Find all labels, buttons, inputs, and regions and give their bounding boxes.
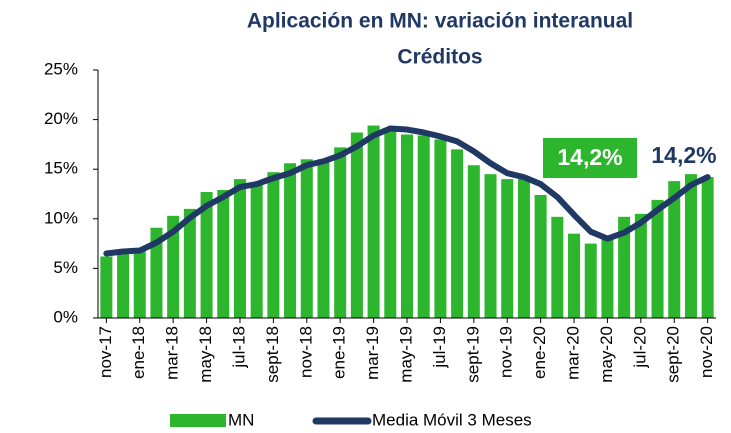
x-tick-label: nov-18 <box>296 326 315 378</box>
x-tick-label: mar-19 <box>363 326 382 380</box>
x-tick-label: nov-17 <box>96 326 115 378</box>
bar <box>534 194 547 318</box>
bar <box>501 179 514 318</box>
x-tick-label: may-19 <box>396 326 415 383</box>
bar <box>133 250 146 318</box>
annotation: 14,2% <box>651 142 716 168</box>
y-tick-label: 25% <box>44 59 78 78</box>
x-tick-label: mar-18 <box>163 326 182 380</box>
bar <box>183 208 196 318</box>
chart-title: Aplicación en MN: variación interanual <box>247 10 633 33</box>
x-tick-label: ene-18 <box>129 326 148 379</box>
bar <box>417 135 430 318</box>
bar <box>367 125 380 318</box>
bar <box>651 199 664 318</box>
bar <box>200 192 213 318</box>
line <box>103 125 711 257</box>
legend-swatch <box>170 414 226 427</box>
bar <box>117 253 130 318</box>
bar <box>701 177 714 318</box>
x-tick-label: ene-19 <box>330 326 349 379</box>
annotation: 14,2% <box>557 144 622 170</box>
bar <box>451 149 464 318</box>
annotation-box <box>543 138 637 178</box>
x-tick-label: ene-20 <box>530 326 549 379</box>
y-tick-label: 0% <box>53 307 78 326</box>
bar <box>267 172 280 318</box>
bar <box>250 183 263 318</box>
bar <box>517 179 530 318</box>
x-tick-label: sept-19 <box>463 326 482 383</box>
x-tick-label: may-18 <box>196 326 215 383</box>
bar <box>467 165 480 318</box>
bar <box>100 256 113 318</box>
chart-subtitle: Créditos <box>397 46 482 69</box>
bar <box>668 181 681 318</box>
bar <box>217 190 230 318</box>
bar <box>584 243 597 318</box>
bar <box>401 134 413 318</box>
x-tick-label: mar-20 <box>564 326 583 380</box>
bar <box>551 216 564 318</box>
bar <box>568 233 581 318</box>
bar <box>684 174 697 318</box>
legend-label: Media Móvil 3 Meses <box>372 410 532 429</box>
bar <box>284 163 297 318</box>
y-tick-label: 10% <box>44 208 78 227</box>
y-tick-label: 20% <box>44 109 78 128</box>
y-tick-label: 5% <box>53 258 78 277</box>
x-tick-label: nov-20 <box>697 326 716 378</box>
bar <box>384 128 397 318</box>
x-tick-label: nov-19 <box>497 326 516 378</box>
x-tick-label: sept-18 <box>263 326 282 383</box>
x-tick-label: sept-20 <box>664 326 683 383</box>
y-tick-label: 15% <box>44 159 78 178</box>
x-tick-label: jul-20 <box>630 326 649 369</box>
x-tick-label: jul-18 <box>229 326 248 369</box>
bar <box>484 174 497 318</box>
bar <box>233 179 246 318</box>
x-tick-label: jul-19 <box>430 326 449 369</box>
bar <box>601 238 614 318</box>
x-tick-label: may-20 <box>597 326 616 383</box>
bar <box>150 227 163 318</box>
bar <box>350 132 363 318</box>
bar <box>334 147 347 318</box>
bar <box>167 215 180 318</box>
legend-label: MN <box>228 410 254 429</box>
bar <box>634 213 647 318</box>
bar <box>300 159 313 318</box>
bar <box>434 139 447 318</box>
bar <box>618 216 631 318</box>
bar <box>317 159 330 318</box>
